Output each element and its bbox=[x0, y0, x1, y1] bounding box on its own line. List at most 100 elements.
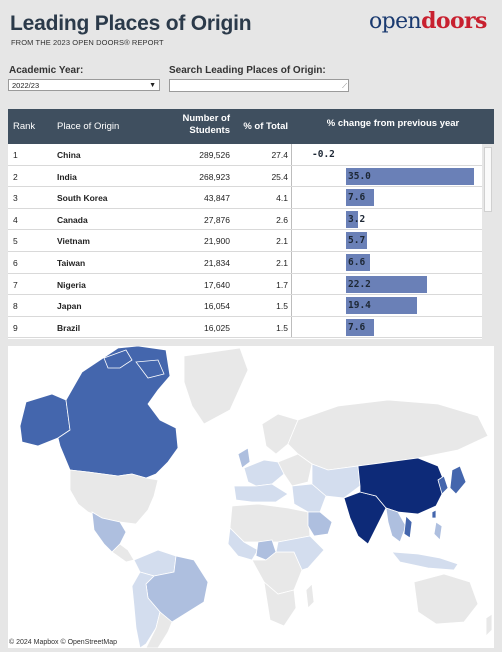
map-usa[interactable] bbox=[69, 469, 159, 525]
map-southeast-asia[interactable] bbox=[385, 507, 407, 543]
table-row[interactable]: 4 Canada 27,876 2.6 3.2 bbox=[8, 208, 482, 231]
change-value-label: 3.2 bbox=[348, 213, 366, 225]
map-central-africa[interactable] bbox=[251, 551, 303, 595]
pct-total-cell: 2.1 bbox=[276, 236, 288, 247]
pct-total-cell: 25.4 bbox=[271, 171, 288, 182]
page-subtitle: FROM THE 2023 OPEN DOORS® REPORT bbox=[11, 38, 164, 47]
resize-grip-icon: ⟋ bbox=[342, 83, 347, 90]
place-cell: South Korea bbox=[57, 193, 108, 204]
rank-cell: 5 bbox=[13, 236, 18, 247]
map-svg bbox=[19, 346, 493, 648]
change-bar[interactable] bbox=[346, 210, 358, 228]
pct-total-cell: 27.4 bbox=[271, 150, 288, 160]
table-row[interactable]: 9 Brazil 16,025 1.5 7.6 bbox=[8, 316, 482, 339]
change-cell: 35.0 bbox=[291, 165, 482, 187]
rank-cell: 7 bbox=[13, 279, 18, 290]
rank-cell: 9 bbox=[13, 322, 18, 333]
rank-cell: 1 bbox=[13, 150, 18, 160]
change-bar[interactable] bbox=[346, 297, 417, 315]
map-vietnam[interactable] bbox=[403, 515, 413, 539]
header-rank[interactable]: Rank bbox=[13, 121, 36, 132]
change-bar[interactable] bbox=[346, 232, 367, 250]
map-saudi-arabia[interactable] bbox=[307, 511, 333, 537]
students-cell: 16,054 bbox=[204, 301, 230, 312]
change-cell: 5.7 bbox=[291, 230, 482, 251]
change-bar[interactable] bbox=[346, 254, 371, 271]
place-cell: India bbox=[57, 171, 77, 182]
change-value-label: 7.6 bbox=[348, 321, 366, 333]
students-cell: 21,900 bbox=[204, 236, 230, 247]
change-bar[interactable] bbox=[346, 167, 475, 185]
students-cell: 43,847 bbox=[204, 193, 230, 204]
students-cell: 16,025 bbox=[204, 322, 230, 333]
change-value-label: 6.6 bbox=[348, 257, 366, 268]
academic-year-label: Academic Year: bbox=[9, 65, 84, 76]
academic-year-select[interactable]: 2022/23 ▼ bbox=[8, 79, 160, 91]
change-value-label: -0.2 bbox=[312, 149, 335, 160]
table-row[interactable]: 3 South Korea 43,847 4.1 7.6 bbox=[8, 187, 482, 209]
change-bar[interactable] bbox=[346, 189, 374, 207]
table-row[interactable]: 5 Vietnam 21,900 2.1 5.7 bbox=[8, 230, 482, 252]
map-russia[interactable] bbox=[287, 399, 489, 471]
map-china[interactable] bbox=[357, 457, 447, 515]
change-cell: 6.6 bbox=[291, 252, 482, 273]
map-southern-africa[interactable] bbox=[263, 580, 297, 627]
change-cell: 19.4 bbox=[291, 295, 482, 316]
map-north-africa[interactable] bbox=[229, 503, 311, 543]
table-row[interactable]: 7 Nigeria 17,640 1.7 22.2 bbox=[8, 273, 482, 296]
table-body: 1 China 289,526 27.4 -0.2 2 India 268,923 25.4 35… bbox=[8, 144, 494, 339]
map-madagascar[interactable] bbox=[305, 583, 315, 609]
map-central-america[interactable] bbox=[111, 543, 135, 563]
opendoors-logo[interactable]: opendoors bbox=[369, 8, 487, 34]
map-canada[interactable] bbox=[57, 346, 179, 479]
map-japan[interactable] bbox=[449, 465, 467, 495]
change-bar[interactable] bbox=[346, 318, 374, 336]
table-header: Rank Place of Origin Number of Students … bbox=[8, 109, 494, 144]
change-value-label: 19.4 bbox=[348, 300, 371, 312]
change-value-label: 35.0 bbox=[348, 170, 371, 182]
table-row[interactable]: 1 China 289,526 27.4 -0.2 bbox=[8, 144, 482, 166]
change-cell: 7.6 bbox=[291, 187, 482, 208]
world-map[interactable]: © 2024 Mapbox © OpenStreetMap bbox=[8, 346, 494, 648]
map-philippines[interactable] bbox=[433, 521, 443, 541]
map-new-zealand[interactable] bbox=[485, 613, 493, 637]
map-southern-europe[interactable] bbox=[233, 483, 289, 503]
rank-cell: 8 bbox=[13, 301, 18, 312]
change-cell: 3.2 bbox=[291, 208, 482, 230]
header-pct-total[interactable]: % of Total bbox=[243, 121, 288, 132]
table-row[interactable]: 8 Japan 16,054 1.5 19.4 bbox=[8, 295, 482, 317]
search-input[interactable]: ⟋ bbox=[169, 79, 349, 92]
pct-total-cell: 2.6 bbox=[276, 214, 288, 225]
place-cell: Japan bbox=[57, 301, 82, 312]
pct-total-cell: 1.5 bbox=[276, 322, 288, 333]
header-change[interactable]: % change from previous year bbox=[326, 118, 460, 129]
academic-year-value: 2022/23 bbox=[12, 81, 40, 90]
rank-cell: 6 bbox=[13, 258, 18, 268]
map-australia[interactable] bbox=[413, 573, 479, 625]
place-cell: Nigeria bbox=[57, 279, 86, 290]
header-students-line1: Number of bbox=[182, 113, 231, 124]
pct-total-cell: 4.1 bbox=[276, 193, 288, 204]
map-south-america-west[interactable] bbox=[131, 571, 161, 648]
map-greenland[interactable] bbox=[183, 347, 249, 425]
map-iran-central-asia[interactable] bbox=[311, 463, 361, 499]
map-uk[interactable] bbox=[237, 447, 251, 469]
map-east-africa[interactable] bbox=[275, 535, 325, 571]
map-taiwan[interactable] bbox=[431, 509, 437, 519]
header-students-line2: Students bbox=[189, 125, 230, 136]
map-indonesia[interactable] bbox=[391, 551, 459, 571]
map-canada-islands[interactable] bbox=[103, 349, 165, 379]
pct-total-cell: 1.5 bbox=[276, 301, 288, 312]
place-cell: Brazil bbox=[57, 322, 81, 333]
map-argentina[interactable] bbox=[145, 611, 173, 648]
header-students[interactable]: Number of Students bbox=[172, 113, 231, 137]
students-cell: 17,640 bbox=[204, 279, 230, 290]
table-row[interactable]: 6 Taiwan 21,834 2.1 6.6 bbox=[8, 252, 482, 274]
header-place[interactable]: Place of Origin bbox=[57, 121, 120, 132]
map-western-europe[interactable] bbox=[243, 459, 285, 487]
scrollbar-thumb[interactable] bbox=[484, 147, 492, 212]
table-row[interactable]: 2 India 268,923 25.4 35.0 bbox=[8, 165, 482, 188]
change-cell: -0.2 bbox=[291, 144, 482, 165]
map-korea[interactable] bbox=[437, 475, 449, 495]
change-bar[interactable] bbox=[346, 275, 428, 293]
